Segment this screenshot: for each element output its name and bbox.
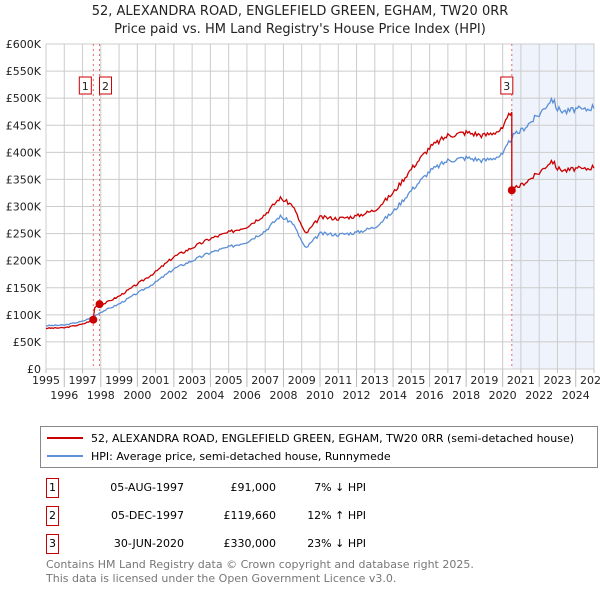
x-tick-label: 2006 (233, 389, 261, 402)
y-tick-label: £400K (6, 146, 42, 159)
x-tick-label: 2015 (397, 374, 425, 387)
y-tick-label: £200K (6, 255, 42, 268)
y-tick-label: £500K (6, 92, 42, 105)
y-tick-label: £250K (6, 228, 42, 241)
sale-label-box (500, 76, 514, 95)
sale-row: 2 05-DEC-1997 £119,660 12% ↑ HPI (46, 506, 406, 526)
x-tick-label: 2020 (489, 389, 517, 402)
y-tick-label: £300K (6, 201, 42, 214)
x-tick-label: 1999 (105, 374, 133, 387)
x-tick-label: 2007 (251, 374, 279, 387)
x-tick-label: 2004 (196, 389, 224, 402)
y-tick-label: £550K (6, 65, 42, 78)
x-tick-label: 2003 (178, 374, 206, 387)
x-tick-label: 2011 (324, 374, 352, 387)
sale-label: 3 (503, 80, 510, 93)
footer-line-1: Contains HM Land Registry data © Crown c… (46, 558, 474, 571)
sale-marker-number: 3 (46, 534, 59, 554)
y-tick-label: £0 (27, 363, 41, 376)
x-tick-label: 2019 (470, 374, 498, 387)
chart-subtitle: Price paid vs. HM Land Registry's House … (114, 22, 486, 37)
sale-price: £91,000 (230, 481, 277, 494)
x-tick-label: 2017 (434, 374, 462, 387)
sale-hpi-diff: 12% ↑ HPI (307, 509, 366, 522)
x-tick-label: 2025 (580, 374, 600, 387)
x-tick-label: 2008 (269, 389, 297, 402)
footer-line-2: This data is licensed under the Open Gov… (46, 572, 397, 585)
sale-date: 05-AUG-1997 (110, 481, 184, 494)
x-tick-label: 1995 (32, 374, 60, 387)
sale-point (95, 300, 104, 309)
x-tick-label: 2005 (215, 374, 243, 387)
sale-row: 1 05-AUG-1997 £91,000 7% ↓ HPI (46, 478, 406, 498)
sale-price: £119,660 (223, 509, 277, 522)
sale-label: 2 (102, 80, 109, 93)
sale-row: 3 30-JUN-2020 £330,000 23% ↓ HPI (46, 534, 406, 554)
sale-point (507, 186, 516, 195)
sale-date: 30-JUN-2020 (113, 537, 184, 550)
sale-marker-number: 1 (46, 478, 59, 498)
y-tick-label: £150K (6, 282, 42, 295)
sale-label-box (99, 76, 113, 95)
x-tick-label: 2002 (160, 389, 188, 402)
sale-label-box (78, 76, 92, 95)
x-tick-label: 2000 (123, 389, 151, 402)
sale-price: £330,000 (223, 537, 277, 550)
x-tick-label: 2010 (306, 389, 334, 402)
sale-label: 1 (82, 80, 89, 93)
legend-hpi: HPI: Average price, semi-detached house,… (91, 449, 391, 463)
x-tick-label: 2018 (452, 389, 480, 402)
x-tick-label: 2013 (361, 374, 389, 387)
x-tick-label: 2014 (379, 389, 407, 402)
plot-border (45, 43, 595, 370)
x-tick-label: 2012 (343, 389, 371, 402)
sale-hpi-diff: 23% ↓ HPI (307, 537, 366, 550)
x-tick-label: 2016 (416, 389, 444, 402)
x-tick-label: 2021 (507, 374, 535, 387)
x-tick-label: 2023 (543, 374, 571, 387)
x-tick-label: 1997 (69, 374, 97, 387)
x-tick-label: 1998 (87, 389, 115, 402)
sale-hpi-diff: 7% ↓ HPI (314, 481, 366, 494)
y-tick-label: £450K (6, 119, 42, 132)
sale-date: 05-DEC-1997 (110, 509, 184, 522)
x-tick-label: 2022 (525, 389, 553, 402)
x-tick-label: 2001 (142, 374, 170, 387)
x-tick-label: 2024 (562, 389, 590, 402)
plot-area: £0 £50K £100K £150K £200K £250K £300K £350K £400… (6, 38, 600, 402)
sale-point (89, 315, 98, 324)
chart-title: 52, ALEXANDRA ROAD, ENGLEFIELD GREEN, EG… (91, 4, 509, 19)
y-tick-label: £100K (6, 309, 42, 322)
y-tick-label: £350K (6, 173, 42, 186)
legend-blue-line (47, 455, 83, 457)
legend: 52, ALEXANDRA ROAD, ENGLEFIELD GREEN, EG… (40, 426, 598, 468)
sale-marker-number: 2 (46, 506, 59, 526)
legend-red-line (47, 437, 83, 439)
y-tick-label: £600K (6, 38, 42, 51)
footer: Contains HM Land Registry data © Crown c… (46, 558, 474, 586)
hpi-line (45, 96, 595, 327)
x-tick-label: 1996 (50, 389, 78, 402)
x-tick-label: 2009 (288, 374, 316, 387)
property-line (45, 111, 595, 330)
legend-property: 52, ALEXANDRA ROAD, ENGLEFIELD GREEN, EG… (91, 431, 575, 445)
y-tick-label: £50K (13, 336, 42, 349)
